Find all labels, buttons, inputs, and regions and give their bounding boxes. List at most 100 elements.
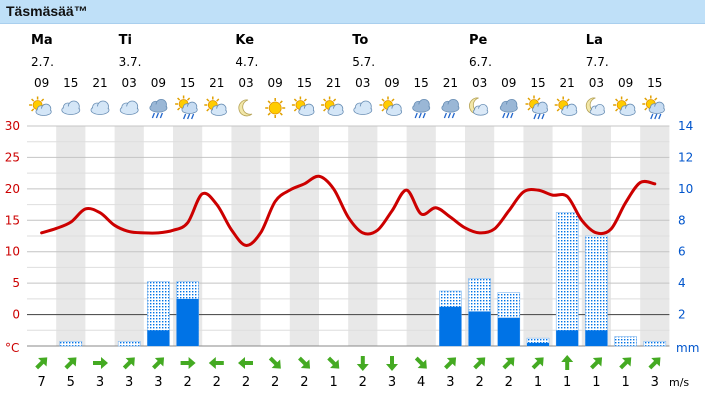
- temp-tick-label: 15: [5, 213, 20, 227]
- day-date: 6.7.: [469, 55, 492, 69]
- hour-label: 09: [34, 76, 49, 90]
- hour-label: 21: [209, 76, 224, 90]
- sun-cloud-icon: [554, 96, 578, 116]
- day-name: To: [352, 33, 368, 48]
- wind-speed-label: 5: [67, 375, 75, 390]
- title-bar: Täsmäsää™: [0, 0, 705, 24]
- day-name: Ke: [235, 33, 254, 48]
- hour-label: 03: [472, 76, 487, 90]
- wind-arrow-icon: [64, 357, 77, 370]
- hour-label: 15: [63, 76, 78, 90]
- cloud-rain-icon: [412, 98, 431, 119]
- wind-speed-label: 2: [213, 375, 221, 390]
- precip-possible-bar: [614, 336, 637, 347]
- day-date: 2.7.: [31, 55, 54, 69]
- wind-speed-label: 2: [242, 375, 250, 390]
- wind-arrow-icon: [208, 357, 224, 369]
- hour-label: 15: [647, 76, 662, 90]
- wind-arrow-icon: [619, 357, 632, 370]
- cloud-icon: [90, 100, 110, 115]
- wind-speed-label: 1: [534, 375, 542, 390]
- precip-axis-label: mm: [676, 341, 699, 355]
- wind-arrow-icon: [327, 356, 340, 369]
- hour-label: 03: [122, 76, 137, 90]
- wind-arrow-icon: [152, 357, 165, 370]
- wind-arrow-icon: [561, 355, 574, 370]
- hour-label: 09: [501, 76, 516, 90]
- wind-speed-label: 3: [154, 375, 162, 390]
- precip-probable-bar: [439, 306, 462, 346]
- wind-speed-label: 2: [183, 375, 191, 390]
- wind-arrow-icon: [356, 356, 369, 371]
- wind-speed-label: 1: [563, 375, 571, 390]
- sun-cloud-icon: [321, 96, 344, 116]
- sun-icon: [265, 98, 286, 118]
- temperature-line: [40, 174, 657, 247]
- cloud-rain-icon: [441, 98, 460, 119]
- hour-label: 09: [618, 76, 633, 90]
- wind-arrow-icon: [414, 356, 427, 369]
- wind-arrow-icon: [502, 357, 515, 370]
- precip-tick-label: 2: [678, 308, 686, 322]
- sun-cloud-icon: [291, 96, 315, 116]
- hour-label: 03: [238, 76, 253, 90]
- wind-speed-label: 2: [475, 375, 483, 390]
- cloud-icon: [353, 100, 373, 115]
- cloud-rain-icon: [149, 98, 168, 119]
- sun-cloud-icon: [613, 96, 636, 116]
- wind-speed-label: 7: [37, 375, 45, 390]
- hour-label: 15: [530, 76, 545, 90]
- sun-cloud-rain-icon: [175, 95, 198, 120]
- day-name: Pe: [469, 33, 488, 48]
- temp-axis-label: °C: [5, 341, 19, 355]
- wind-speed-label: 2: [271, 375, 279, 390]
- hour-label: 03: [355, 76, 370, 90]
- temp-tick-label: 25: [5, 150, 20, 164]
- precip-tick-label: 10: [678, 182, 693, 196]
- temp-tick-label: 5: [12, 276, 20, 290]
- wind-speed-label: 1: [329, 375, 337, 390]
- precip-probable-bar: [556, 330, 579, 346]
- precip-probable-bar: [176, 298, 199, 346]
- moon-cloud-icon: [585, 97, 606, 116]
- wind-arrow-icon: [386, 356, 398, 371]
- wind-speed-label: 4: [417, 375, 425, 390]
- day-date: 7.7.: [586, 55, 609, 69]
- temp-tick-label: 30: [5, 119, 20, 133]
- wind-speed-label: 3: [388, 375, 396, 390]
- precip-probable-bar: [527, 342, 549, 346]
- sun-cloud-rain-icon: [642, 95, 665, 120]
- hour-label: 09: [268, 76, 283, 90]
- wind-arrow-icon: [268, 356, 281, 369]
- precip-possible-bar: [585, 235, 608, 347]
- wind-speed-label: 3: [96, 375, 104, 390]
- hour-label: 15: [180, 76, 195, 90]
- sun-cloud-rain-icon: [525, 95, 549, 120]
- cloud-icon: [61, 100, 81, 115]
- page-title: Täsmäsää™: [6, 3, 88, 19]
- precip-tick-label: 4: [678, 276, 686, 290]
- day-date: 3.7.: [119, 55, 142, 69]
- hour-label: 21: [560, 76, 575, 90]
- wind-speed-label: 1: [592, 375, 600, 390]
- precip-probable-bar: [497, 317, 520, 346]
- hour-label: 09: [151, 76, 166, 90]
- hour-label: 03: [589, 76, 604, 90]
- precip-tick-label: 14: [678, 119, 693, 133]
- hour-label: 09: [384, 76, 399, 90]
- temp-tick-label: 20: [5, 182, 20, 196]
- cloud-rain-icon: [499, 98, 518, 119]
- hour-label: 21: [326, 76, 341, 90]
- precip-possible-bar: [555, 212, 579, 347]
- wind-arrow-icon: [122, 357, 135, 370]
- moon-icon: [238, 99, 253, 117]
- moon-cloud-icon: [469, 97, 489, 116]
- wind-arrow-icon: [298, 356, 311, 369]
- precip-possible-bar: [117, 340, 141, 347]
- sun-cloud-icon: [29, 96, 52, 116]
- wind-arrow-icon: [238, 357, 253, 369]
- hour-label: 15: [297, 76, 312, 90]
- temp-tick-label: 10: [5, 245, 20, 259]
- wind-arrow-icon: [590, 357, 603, 370]
